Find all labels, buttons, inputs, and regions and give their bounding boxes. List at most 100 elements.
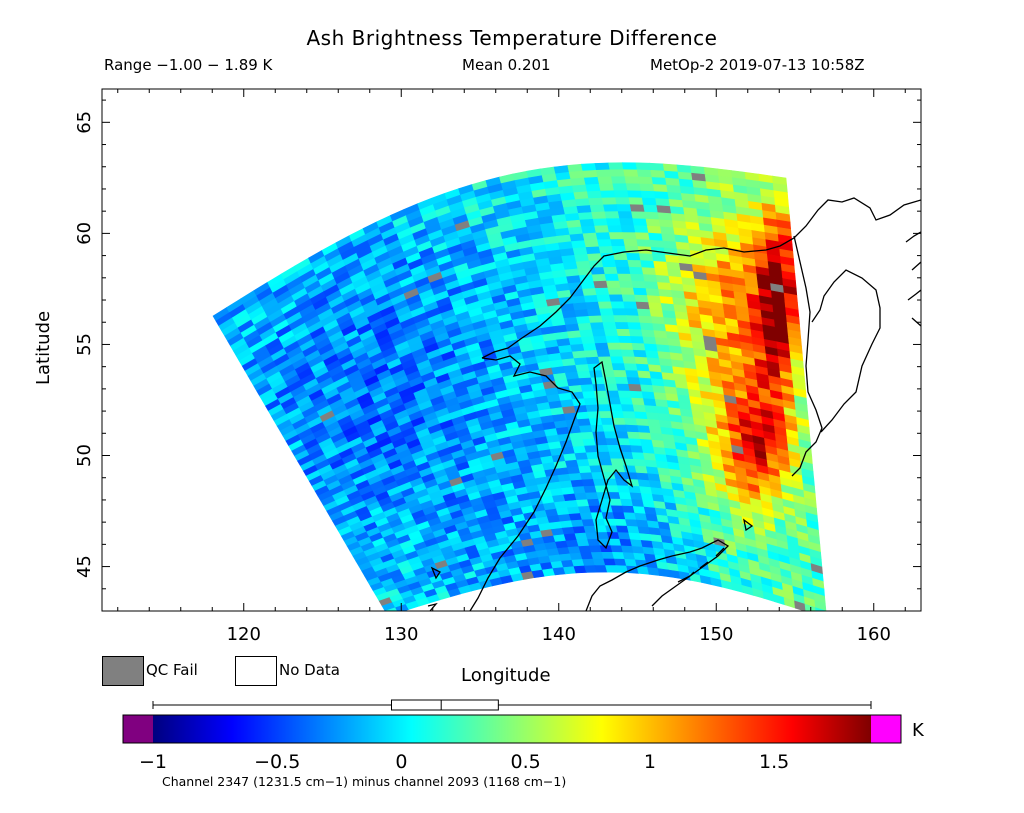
- colorbar-tick-label: −0.5: [254, 751, 300, 773]
- swath-cell: [571, 295, 587, 305]
- y-axis-ticks: [102, 99, 921, 590]
- swath-cell: [610, 545, 624, 553]
- swath-cell: [650, 169, 666, 179]
- colorbar-tick-labels: −1 −0.5 0 0.5 1 1.5: [139, 751, 789, 773]
- swath-cell: [604, 211, 620, 220]
- colorbar-unit: K: [912, 720, 924, 741]
- swath-cell: [565, 459, 579, 469]
- kurile-islands: [677, 547, 725, 583]
- swath-cell: [579, 425, 594, 434]
- colorbar: [122, 714, 902, 744]
- swath-cell: [589, 204, 606, 213]
- swath-cell: [590, 551, 605, 560]
- swath-cell: [608, 538, 622, 547]
- swath-cell: [628, 532, 642, 541]
- swath-cell: [623, 512, 637, 521]
- swath-cell: [623, 417, 638, 426]
- swath-cell: [583, 525, 597, 534]
- swath-cell: [601, 259, 617, 268]
- swath-cell: [594, 287, 610, 296]
- swath-cell: [614, 518, 628, 527]
- colorbar-tick-label: 1: [644, 751, 656, 773]
- swath-cell: [591, 211, 607, 220]
- swath-cell: [583, 397, 599, 406]
- swath-cell: [592, 431, 607, 440]
- swath-cell: [630, 539, 644, 548]
- swath-cell: [628, 485, 642, 494]
- swath-cell: [583, 176, 600, 186]
- swath-cell: [596, 169, 612, 178]
- swath-cell: [614, 259, 630, 268]
- swath-cell: [590, 377, 606, 385]
- swath-cell: [635, 418, 650, 427]
- swath-cell: [627, 431, 641, 440]
- swath-cell: [571, 439, 585, 448]
- swath-cell: [607, 342, 622, 351]
- swath-cell: [644, 405, 659, 414]
- swath-cell: [572, 526, 587, 535]
- swath-cell: [644, 281, 660, 290]
- swath-cell: [653, 260, 669, 270]
- swath-cell: [625, 424, 640, 433]
- swath-cell: [589, 370, 604, 379]
- swath-cell: [615, 197, 631, 206]
- swath-cell: [582, 438, 597, 447]
- swath-cell: [599, 458, 613, 466]
- swath-cell: [618, 280, 634, 289]
- swath-cell: [631, 342, 646, 352]
- swath-cell: [577, 418, 592, 427]
- swath-cell: [566, 466, 581, 475]
- swath-cell: [613, 315, 629, 323]
- swath-cell: [567, 506, 581, 515]
- swath-cell: [648, 232, 664, 242]
- swath-cell: [576, 499, 590, 508]
- swath-cell: [589, 545, 603, 553]
- swath-cell: [573, 191, 590, 200]
- swath-cell: [620, 498, 634, 507]
- swath-cell: [572, 247, 588, 256]
- swath-cell: [587, 411, 602, 420]
- swath-cell: [629, 492, 644, 501]
- swath-cell: [636, 169, 653, 178]
- swath-cell: [600, 190, 616, 199]
- swath-cell: [604, 328, 619, 337]
- swath-cell: [646, 225, 663, 235]
- swath-cell: [635, 363, 651, 372]
- swath-cell: [647, 567, 660, 576]
- swath-cell: [617, 390, 632, 399]
- swath-cell: [630, 445, 644, 454]
- swath-cell: [597, 451, 612, 460]
- swath-cell: [627, 190, 643, 199]
- x-axis-label: Longitude: [461, 665, 551, 686]
- swath-cell: [648, 302, 663, 311]
- swath-cell: [620, 349, 636, 358]
- swath-cell: [645, 218, 661, 228]
- swath-cell: [620, 404, 635, 413]
- swath-cell: [603, 558, 617, 566]
- swath-cell: [590, 424, 605, 433]
- swath-cell: [593, 280, 609, 289]
- swath-cell: [585, 301, 601, 310]
- swath-cell: [612, 417, 627, 426]
- swath-cell: [576, 205, 593, 214]
- swath-cell: [602, 322, 618, 330]
- swath-cell: [608, 349, 624, 358]
- chart-title: Ash Brightness Temperature Difference: [306, 26, 718, 50]
- swath-cell: [582, 169, 599, 179]
- swath-cell: [603, 204, 619, 213]
- swath-cell: [593, 335, 608, 344]
- swath-cell: [643, 204, 659, 214]
- swath-cell: [636, 472, 650, 481]
- swath-cell: [584, 565, 598, 573]
- y-tick-label: 65: [74, 111, 95, 134]
- swath-cell: [617, 485, 631, 494]
- swath-cell: [569, 432, 584, 441]
- swath-cell: [603, 266, 619, 275]
- swath-cell: [600, 465, 615, 473]
- swath-cell: [612, 183, 628, 191]
- swath-cell: [641, 267, 657, 276]
- swath-cell: [570, 519, 585, 528]
- swath-cell: [621, 162, 638, 171]
- swath-cell: [628, 197, 644, 206]
- swath-cell: [578, 377, 594, 386]
